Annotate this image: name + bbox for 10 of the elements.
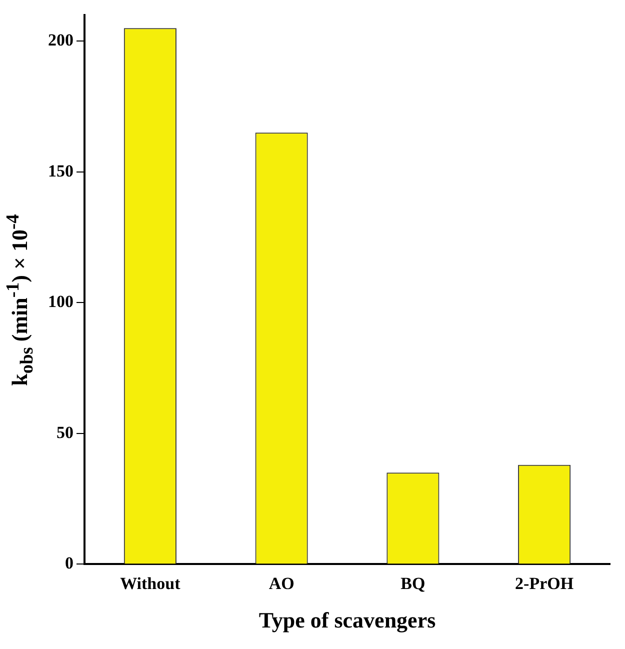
y-tick-label: 200 (48, 30, 74, 50)
x-tick-label: 2-PrOH (515, 574, 574, 593)
y-tick-label: 50 (56, 422, 74, 442)
x-tick-label: BQ (400, 574, 426, 593)
x-tick-label: Without (120, 574, 181, 593)
y-tick-label: 0 (65, 554, 74, 573)
y-tick-label: 150 (48, 161, 74, 180)
x-tick-label: AO (268, 574, 294, 593)
y-tick-label: 100 (48, 292, 74, 312)
x-axis-title: Type of scavengers (258, 607, 436, 632)
